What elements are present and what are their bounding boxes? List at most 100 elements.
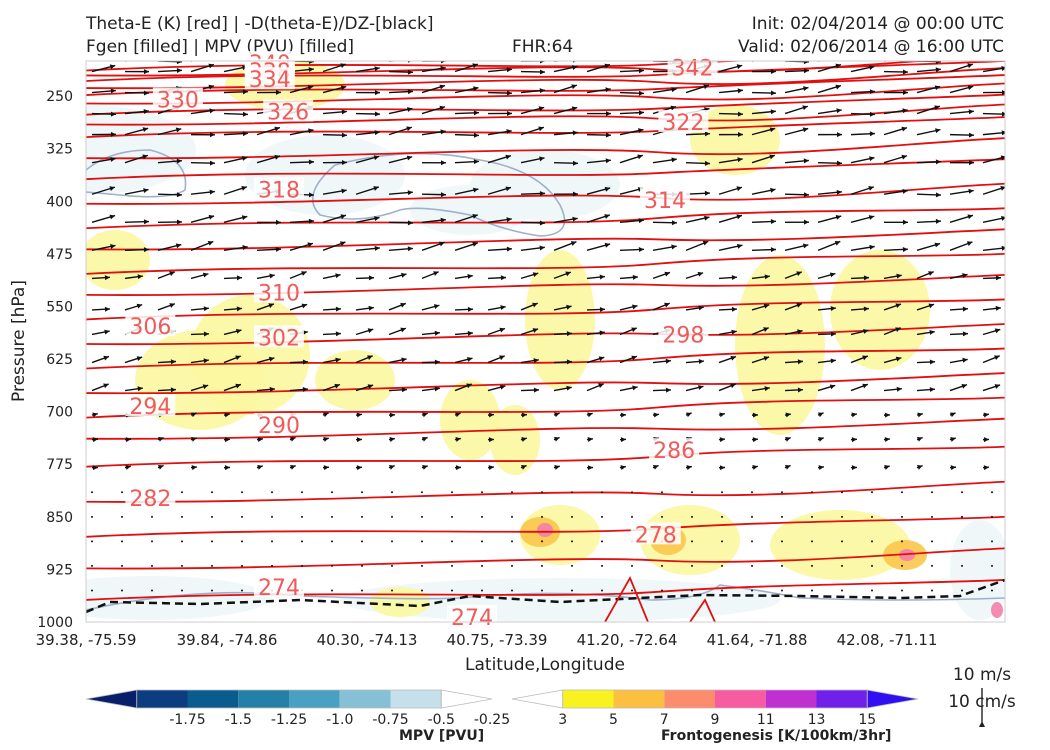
wind-arrow-head xyxy=(373,53,379,58)
wind-arrow xyxy=(991,540,993,543)
wind-arrow xyxy=(271,491,273,494)
wind-arrow-head xyxy=(599,306,605,312)
wind-arrow-head xyxy=(598,383,604,389)
wind-arrow-head xyxy=(994,355,1000,360)
theta-e-contour xyxy=(604,575,649,622)
wind-arrow-head xyxy=(796,271,802,277)
wind-arrow xyxy=(331,515,333,518)
wind-arrow-head xyxy=(440,160,446,166)
wind-arrow-head xyxy=(599,274,605,280)
wind-arrow xyxy=(871,540,873,543)
wind-arrow-head xyxy=(604,53,610,58)
wind-arrow-head xyxy=(400,327,406,333)
wind-arrow-head xyxy=(785,436,791,442)
wind-arrow-head xyxy=(506,129,512,135)
wind-arrow xyxy=(421,540,423,543)
wind-arrow-head xyxy=(664,302,670,308)
wind-arrow-head xyxy=(407,246,413,252)
wind-arrow-head xyxy=(731,306,737,312)
wind-arrow xyxy=(181,515,183,518)
wind-arrow-head xyxy=(736,186,742,192)
wind-arrow-head xyxy=(400,302,406,308)
wind-arrow-head xyxy=(638,110,644,116)
wind-arrow xyxy=(391,589,393,592)
theta-e-contour xyxy=(86,67,1005,90)
wind-arrow-head xyxy=(671,244,677,250)
x-tick-label: 39.38, -75.59 xyxy=(36,631,137,649)
wind-arrow xyxy=(751,515,753,518)
wind-arrow-head xyxy=(301,271,307,276)
y-tick-label: 700 xyxy=(46,405,73,421)
wind-arrow xyxy=(301,540,303,543)
wind-arrow xyxy=(241,540,243,543)
wind-arrow-head xyxy=(803,86,809,92)
wind-arrow-head xyxy=(334,383,340,389)
wind-arrow-head xyxy=(935,67,941,73)
wind-arrow xyxy=(901,564,903,567)
wind-arrow-head xyxy=(1001,245,1005,251)
wind-arrow-head xyxy=(638,68,644,74)
mpv-colorbar-segment xyxy=(289,690,340,708)
wind-arrow-head xyxy=(632,385,638,391)
wind-arrow-head xyxy=(110,88,116,94)
wind-arrow xyxy=(241,515,243,518)
wind-arrow xyxy=(511,491,513,494)
fgen-colorbar-segment xyxy=(866,689,919,709)
wind-arrow-head xyxy=(269,273,275,279)
wind-arrow xyxy=(511,515,513,518)
wind-arrow-head xyxy=(268,303,274,308)
wind-arrow-head xyxy=(467,330,473,336)
wind-arrow-head xyxy=(829,384,836,390)
fgen-colorbar-tick: 13 xyxy=(808,712,826,728)
wind-arrow-head xyxy=(983,437,989,443)
wind-arrow xyxy=(751,491,753,494)
wind-arrow-head xyxy=(770,187,776,193)
wind-arrow-head xyxy=(136,356,143,361)
wind-arrow-head xyxy=(702,240,709,246)
wind-arrow-head xyxy=(671,220,677,226)
wind-arrow-head xyxy=(209,160,215,166)
wind-arrow xyxy=(841,540,843,543)
wind-arrow-head xyxy=(109,186,115,191)
wind-arrow-head xyxy=(539,245,545,251)
wind-arrow-head xyxy=(224,465,230,471)
wind-arrow-head xyxy=(763,356,770,361)
wind-arrow-head xyxy=(851,412,857,418)
wind-arrow-head xyxy=(308,192,314,198)
wind-arrow-head xyxy=(455,412,461,418)
wind-arrow-head xyxy=(605,158,611,164)
fgen-colorbar-segment xyxy=(765,690,817,708)
wind-arrow xyxy=(191,61,196,62)
wind-arrow-head xyxy=(895,356,902,362)
wind-arrow-head xyxy=(506,110,512,116)
wind-arrow-head xyxy=(697,271,704,277)
wind-arrow xyxy=(961,491,963,494)
wind-arrow-head xyxy=(604,186,611,192)
wind-arrow-head xyxy=(467,306,473,312)
wind-arrow-head xyxy=(935,159,941,165)
wind-arrow-head xyxy=(934,85,941,91)
contour-label-bg xyxy=(253,280,304,303)
wind-arrow-head xyxy=(934,242,941,248)
mpv-colorbar-tick: -1.0 xyxy=(326,712,353,728)
wind-arrow-head xyxy=(539,156,545,162)
contour-label-bg xyxy=(658,322,709,345)
wind-arrow-head xyxy=(241,185,247,191)
wind-arrow xyxy=(721,589,723,592)
wind-arrow-head xyxy=(967,214,973,220)
theta-e-contour xyxy=(86,74,1005,96)
wind-arrow xyxy=(931,564,933,567)
wind-arrow-head xyxy=(836,160,842,166)
wind-arrow xyxy=(211,540,213,543)
wind-arrow-head xyxy=(830,306,836,312)
wind-arrow xyxy=(818,61,823,62)
shading-blob xyxy=(315,350,395,410)
wind-arrow-head xyxy=(995,305,1001,311)
wind-arrow xyxy=(781,540,783,543)
wind-arrow xyxy=(511,589,513,592)
contour-label-bg xyxy=(125,485,176,508)
fgen-colorbar-segment xyxy=(562,690,614,708)
wind-arrow-head xyxy=(1001,89,1005,95)
wind-arrow-head xyxy=(994,328,1001,334)
wind-arrow-head xyxy=(1000,186,1005,191)
